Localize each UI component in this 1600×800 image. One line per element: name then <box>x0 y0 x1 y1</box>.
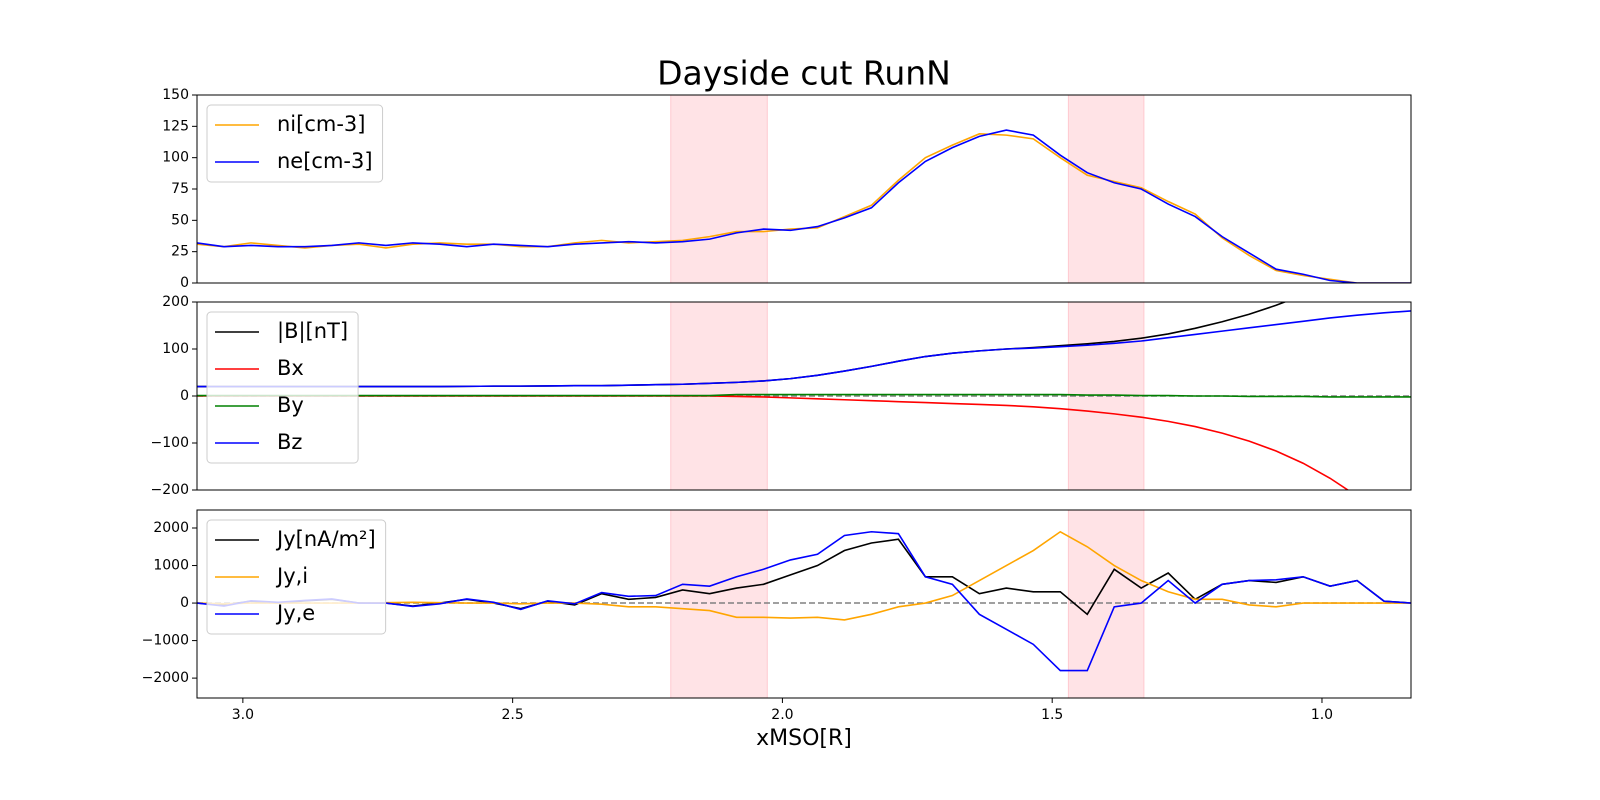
legend-frame <box>206 311 359 464</box>
x-tick-label: 1.5 <box>1041 707 1063 723</box>
y-tick-label: −2000 <box>142 670 189 686</box>
data-line <box>197 393 1411 398</box>
legend-label: |B|[nT] <box>277 319 348 344</box>
legend-frame <box>206 519 387 635</box>
y-tick-label: 1000 <box>153 558 189 574</box>
figure-title: Dayside cut RunN <box>657 54 951 93</box>
y-tick-label: 0 <box>180 275 189 291</box>
legend-label: ni[cm-3] <box>277 112 365 136</box>
y-tick-label: 200 <box>162 294 189 310</box>
legend: ni[cm-3] ne[cm-3] <box>206 104 384 183</box>
x-axis-label: xMSO[R] <box>756 726 852 751</box>
plot-area <box>197 95 1411 283</box>
data-line <box>197 129 1411 283</box>
shaded-span <box>670 95 768 283</box>
x-tick-label: 2.0 <box>771 707 793 723</box>
plot-area <box>197 510 1411 698</box>
y-tick-label: −200 <box>151 482 189 498</box>
legend-label: Jy[nA/m²] <box>275 527 376 551</box>
legend-label: Bx <box>277 356 304 380</box>
y-tick-label: 2000 <box>153 520 189 536</box>
y-tick-label: 50 <box>171 212 189 228</box>
legend-label: Bz <box>277 430 302 454</box>
x-tick-label: 3.0 <box>232 707 254 723</box>
data-line <box>197 530 1411 672</box>
legend: |B|[nT] Bx By Bz <box>206 311 359 464</box>
y-tick-label: 150 <box>162 87 189 103</box>
x-tick-label: 1.0 <box>1311 707 1333 723</box>
legend-label: ne[cm-3] <box>277 149 373 173</box>
plot-area <box>197 302 1411 490</box>
data-line <box>197 530 1411 621</box>
x-tick-label: 2.5 <box>502 707 524 723</box>
y-tick-label: 25 <box>171 244 189 260</box>
y-tick-label: 100 <box>162 341 189 357</box>
y-tick-label: 0 <box>180 388 189 404</box>
legend: Jy[nA/m²] Jy,i Jy,e <box>206 519 387 635</box>
y-tick-label: −1000 <box>142 633 189 649</box>
legend-label: By <box>277 393 304 417</box>
shaded-span <box>670 510 768 698</box>
y-tick-label: 100 <box>162 150 189 166</box>
shaded-span <box>1067 95 1145 283</box>
y-tick-label: −100 <box>151 435 189 451</box>
data-line <box>197 310 1411 388</box>
legend-label: Jy,i <box>275 564 308 588</box>
y-tick-label: 125 <box>162 118 189 134</box>
axes-frame <box>196 509 1412 699</box>
y-tick-label: 75 <box>171 181 189 197</box>
legend-label: Jy,e <box>275 601 315 625</box>
y-tick-label: 0 <box>180 595 189 611</box>
